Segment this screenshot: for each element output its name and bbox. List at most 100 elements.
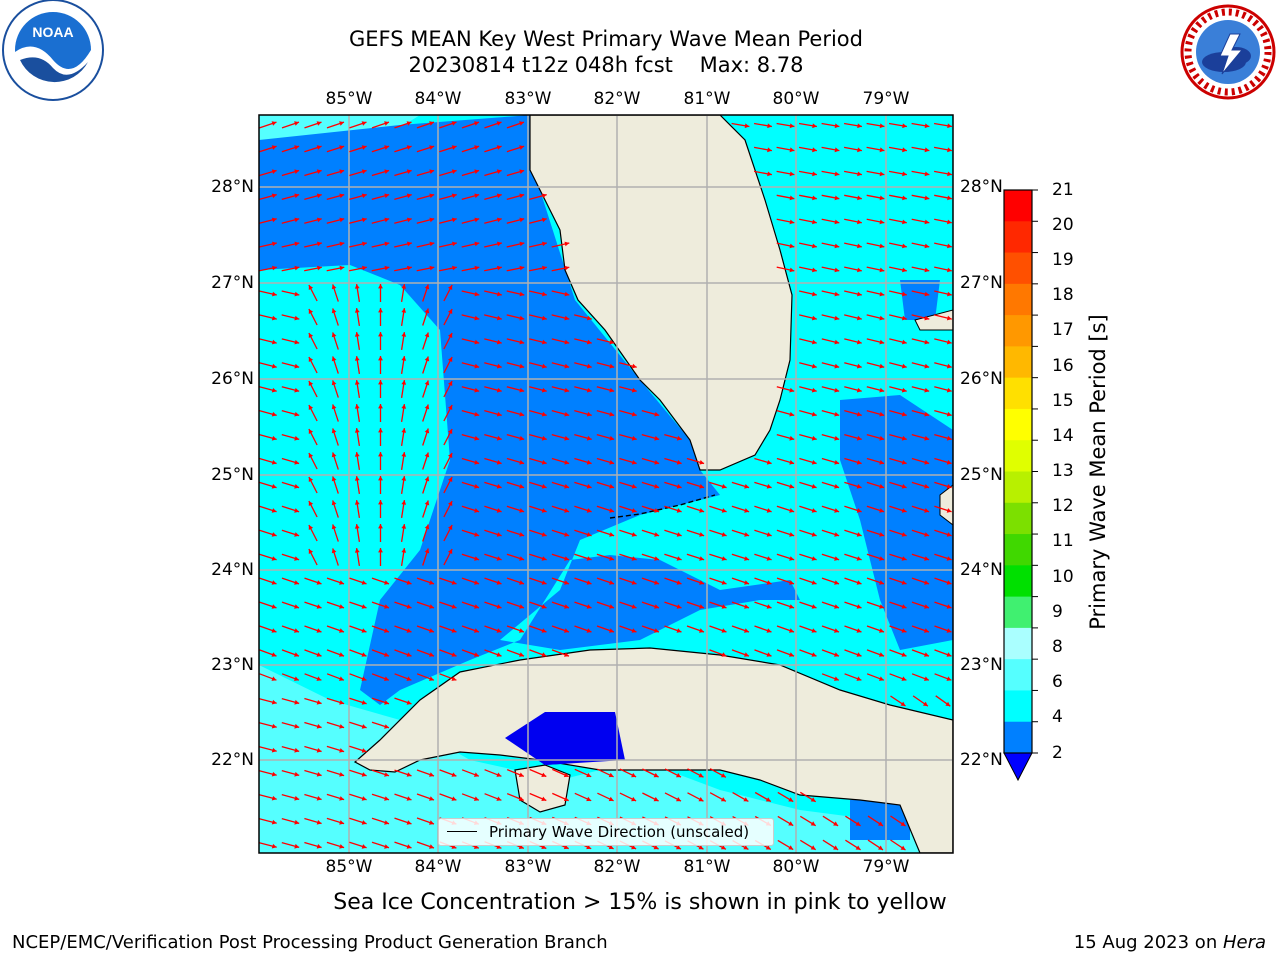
wave-arrow-head: [496, 387, 502, 393]
wave-arrow-head: [378, 500, 383, 505]
wave-arrow-head: [789, 147, 795, 153]
wave-arrow-head: [721, 580, 727, 585]
wave-arrow-head: [857, 219, 862, 225]
wave-arrow-head: [765, 845, 771, 850]
wave-arrow-head: [331, 452, 337, 458]
wave-arrow-head: [924, 267, 930, 273]
wave-arrow-head: [564, 363, 570, 369]
wave-arrow-head: [767, 171, 772, 177]
wave-arrow-head: [834, 435, 840, 441]
lon-label-bottom: 82°W: [593, 857, 641, 877]
colorbar-segment: [1004, 283, 1032, 316]
wave-arrow-head: [401, 500, 407, 505]
wave-arrow-head: [406, 121, 412, 126]
wave-arrow-head: [294, 411, 300, 417]
wave-arrow-head: [519, 241, 525, 247]
wave-arrow-head: [429, 121, 434, 126]
wave-arrow-head: [308, 429, 314, 434]
wave-arrow-head: [339, 121, 344, 126]
wave-arrow-head: [542, 241, 547, 247]
wave-arrow-head: [401, 380, 407, 385]
wave-arrow-head: [653, 844, 659, 850]
wave-arrow-head: [294, 747, 300, 753]
wave-arrow-head: [856, 363, 862, 369]
wave-arrow-head: [473, 796, 479, 801]
wave-arrow-head: [879, 171, 885, 177]
wave-arrow-head: [474, 604, 479, 609]
wave-arrow-head: [564, 435, 570, 441]
wave-arrow-head: [271, 556, 277, 561]
wave-arrow-head: [384, 820, 389, 825]
wave-arrow-head: [519, 339, 525, 345]
lat-label-right: 22°N: [960, 750, 1003, 770]
colorbar-segment: [1004, 659, 1032, 691]
wave-arrow-head: [339, 700, 345, 705]
colorbar-tick: 14: [1052, 426, 1074, 446]
wave-arrow-head: [406, 628, 412, 633]
wave-arrow-head: [789, 267, 795, 273]
wave-arrow-head: [354, 356, 360, 361]
wave-arrow-head: [331, 524, 337, 530]
wave-arrow-head: [294, 121, 299, 126]
wave-arrow-head: [401, 404, 407, 409]
wave-arrow-head: [406, 844, 412, 849]
wave-arrow-head: [834, 363, 840, 369]
colorbar-tick: 8: [1052, 637, 1063, 657]
wave-arrow-head: [789, 219, 795, 225]
wave-arrow-head: [924, 580, 929, 585]
wave-arrow-head: [448, 477, 453, 482]
wave-arrow-head: [834, 123, 840, 129]
wave-arrow-head: [834, 652, 839, 657]
wave-arrow-head: [744, 484, 750, 489]
wave-arrow-head: [294, 339, 300, 345]
wave-arrow-head: [384, 700, 389, 705]
wave-arrow-head: [271, 843, 277, 849]
wave-arrow-head: [789, 387, 795, 393]
wave-arrow-head: [384, 580, 389, 585]
wave-arrow-head: [810, 821, 816, 826]
wave-arrow-head: [316, 193, 322, 199]
wave-arrow-head: [947, 171, 952, 177]
colorbar-tick: 10: [1052, 567, 1074, 587]
wave-arrow-head: [429, 796, 434, 801]
wave-arrow-head: [316, 676, 322, 681]
wave-arrow-head: [474, 484, 480, 489]
wave-arrow-head: [448, 285, 453, 290]
wave-arrow-head: [631, 363, 637, 369]
wave-arrow-head: [586, 532, 592, 537]
colorbar-tick: 13: [1052, 461, 1074, 481]
wave-arrow-head: [496, 652, 502, 657]
wave-arrow-head: [406, 604, 412, 609]
wave-arrow-head: [542, 291, 547, 297]
wave-arrow-head: [406, 652, 412, 657]
wave-arrow-head: [766, 532, 772, 537]
wave-arrow-head: [519, 121, 524, 126]
wave-arrow-head: [609, 387, 615, 393]
wave-arrow-head: [924, 339, 930, 345]
wave-arrow-head: [339, 193, 345, 199]
wave-arrow-head: [901, 652, 907, 657]
colorbar-segment: [1004, 315, 1032, 347]
wave-arrow-head: [924, 532, 930, 537]
wave-arrow-head: [699, 604, 704, 609]
wave-arrow-head: [901, 363, 907, 369]
wave-arrow-head: [308, 405, 314, 410]
wave-arrow-head: [496, 508, 502, 513]
wave-arrow-head: [564, 580, 569, 585]
wave-arrow-head: [308, 357, 314, 362]
wave-arrow-head: [354, 380, 360, 385]
lon-label-top: 80°W: [772, 89, 820, 109]
wave-arrow-head: [924, 676, 929, 681]
wave-arrow-head: [294, 676, 299, 681]
wave-arrow-head: [331, 308, 337, 314]
colorbar-segment: [1004, 721, 1032, 754]
wave-arrow-head: [856, 484, 862, 489]
lat-label-left: 22°N: [211, 750, 254, 770]
wave-arrow-head: [654, 628, 659, 633]
wave-arrow-head: [654, 435, 660, 441]
wave-arrow-head: [354, 524, 360, 529]
wave-arrow-head: [518, 844, 524, 849]
wave-arrow-head: [879, 484, 885, 489]
wave-arrow-head: [924, 363, 930, 369]
wave-arrow-head: [789, 243, 795, 249]
